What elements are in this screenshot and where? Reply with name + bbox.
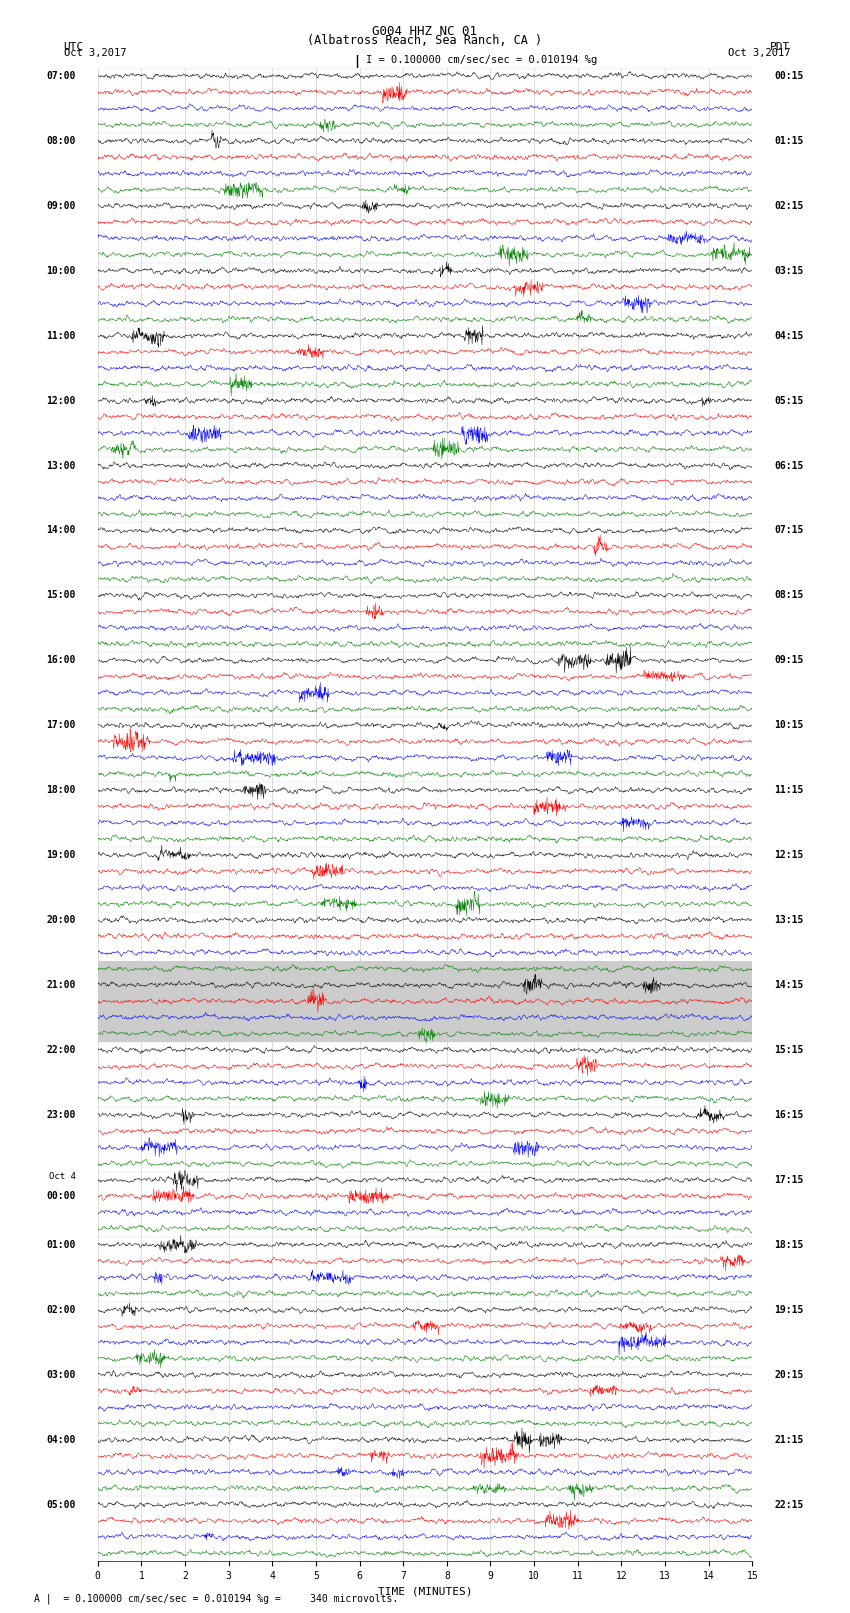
Text: 13:15: 13:15: [774, 915, 803, 926]
Text: 16:00: 16:00: [47, 655, 76, 665]
Text: 15:15: 15:15: [774, 1045, 803, 1055]
Text: 17:00: 17:00: [47, 721, 76, 731]
Text: 13:00: 13:00: [47, 460, 76, 471]
Bar: [98, 977, 752, 994]
Bar: [98, 961, 752, 977]
Text: 17:15: 17:15: [774, 1174, 803, 1186]
Text: 09:15: 09:15: [774, 655, 803, 665]
Text: PDT: PDT: [770, 42, 790, 52]
Text: 02:15: 02:15: [774, 200, 803, 211]
Text: 11:15: 11:15: [774, 786, 803, 795]
Text: 23:00: 23:00: [47, 1110, 76, 1119]
Text: 14:00: 14:00: [47, 526, 76, 536]
Text: Oct 3,2017: Oct 3,2017: [728, 48, 791, 58]
Text: 12:00: 12:00: [47, 395, 76, 405]
Text: 15:00: 15:00: [47, 590, 76, 600]
Text: 08:00: 08:00: [47, 135, 76, 145]
Text: 07:00: 07:00: [47, 71, 76, 81]
Text: 03:00: 03:00: [47, 1369, 76, 1379]
Text: 08:15: 08:15: [774, 590, 803, 600]
X-axis label: TIME (MINUTES): TIME (MINUTES): [377, 1587, 473, 1597]
Text: 05:00: 05:00: [47, 1500, 76, 1510]
Text: (Albatross Reach, Sea Ranch, CA ): (Albatross Reach, Sea Ranch, CA ): [308, 34, 542, 47]
Text: 19:15: 19:15: [774, 1305, 803, 1315]
Text: 22:00: 22:00: [47, 1045, 76, 1055]
Text: 19:00: 19:00: [47, 850, 76, 860]
Text: 20:00: 20:00: [47, 915, 76, 926]
Text: G004 HHZ NC 01: G004 HHZ NC 01: [372, 24, 478, 39]
Text: Oct 3,2017: Oct 3,2017: [64, 48, 127, 58]
Text: 00:00: 00:00: [47, 1190, 76, 1202]
Text: 06:15: 06:15: [774, 460, 803, 471]
Text: I = 0.100000 cm/sec/sec = 0.010194 %g: I = 0.100000 cm/sec/sec = 0.010194 %g: [366, 55, 597, 65]
Text: 20:15: 20:15: [774, 1369, 803, 1379]
Bar: [98, 1026, 752, 1042]
Text: UTC: UTC: [64, 42, 84, 52]
Text: 16:15: 16:15: [774, 1110, 803, 1119]
Text: 03:15: 03:15: [774, 266, 803, 276]
Text: 05:15: 05:15: [774, 395, 803, 405]
Text: 22:15: 22:15: [774, 1500, 803, 1510]
Text: 11:00: 11:00: [47, 331, 76, 340]
Text: 10:00: 10:00: [47, 266, 76, 276]
Text: 04:00: 04:00: [47, 1434, 76, 1445]
Text: Oct 4: Oct 4: [49, 1173, 76, 1181]
Text: 01:00: 01:00: [47, 1240, 76, 1250]
Text: 21:00: 21:00: [47, 981, 76, 990]
Text: 12:15: 12:15: [774, 850, 803, 860]
Text: 01:15: 01:15: [774, 135, 803, 145]
Text: 10:15: 10:15: [774, 721, 803, 731]
Bar: [98, 1010, 752, 1026]
Text: 07:15: 07:15: [774, 526, 803, 536]
Text: 09:00: 09:00: [47, 200, 76, 211]
Text: 02:00: 02:00: [47, 1305, 76, 1315]
Text: 21:15: 21:15: [774, 1434, 803, 1445]
Text: A |  = 0.100000 cm/sec/sec = 0.010194 %g =     340 microvolts.: A | = 0.100000 cm/sec/sec = 0.010194 %g …: [34, 1594, 399, 1603]
Bar: [98, 994, 752, 1010]
Text: 04:15: 04:15: [774, 331, 803, 340]
Text: 18:00: 18:00: [47, 786, 76, 795]
Text: 18:15: 18:15: [774, 1240, 803, 1250]
Text: 14:15: 14:15: [774, 981, 803, 990]
Text: 00:15: 00:15: [774, 71, 803, 81]
